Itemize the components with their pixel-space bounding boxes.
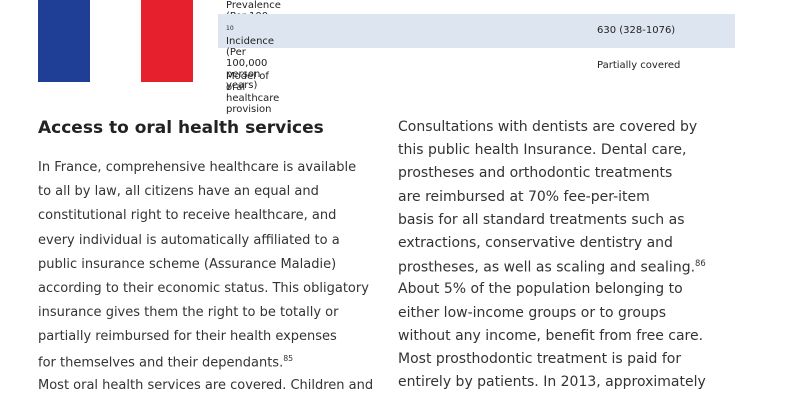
text-line: are reimbursed at 70% fee-per-item bbox=[398, 189, 706, 212]
row-value: 630 (328-1076) bbox=[597, 25, 676, 36]
line-text: insurance gives them the right to be tot… bbox=[38, 305, 339, 321]
line-text: this public health Insurance. Dental car… bbox=[398, 142, 687, 159]
line-text: every individual is automatically affili… bbox=[38, 232, 340, 248]
text-line: every individual is automatically affili… bbox=[38, 233, 373, 257]
line-text: prostheses and orthodontic treatments bbox=[398, 165, 673, 182]
line-text: About 5% of the population belonging to bbox=[398, 281, 683, 298]
left-column: In France, comprehensive healthcare is a… bbox=[38, 160, 373, 402]
flag-red bbox=[141, 0, 194, 82]
text-line: Most prosthodontic treatment is paid for bbox=[398, 351, 706, 374]
text-line: Consultations with dentists are covered … bbox=[398, 119, 706, 142]
text-line: to all by law, all citizens have an equa… bbox=[38, 184, 373, 208]
table-row: Prevalence (Per 100 population)83 (81-85… bbox=[218, 0, 735, 33]
right-column: Consultations with dentists are covered … bbox=[398, 119, 706, 397]
line-text: prostheses, as well as scaling and seali… bbox=[398, 259, 696, 276]
text-line: public insurance scheme (Assurance Malad… bbox=[38, 257, 373, 281]
line-text: for themselves and their dependants. bbox=[38, 354, 284, 370]
footnote: 85 bbox=[283, 353, 294, 363]
table-row: Incidence (Per 100,000 person years) 10 63… bbox=[218, 14, 735, 91]
row-label: Incidence (Per 100,000 person years) 10 bbox=[226, 25, 274, 91]
text-line: entirely by patients. In 2013, approxima… bbox=[398, 374, 706, 397]
text-line: partially reimbursed for their health ex… bbox=[38, 329, 373, 353]
flag-white bbox=[89, 0, 142, 82]
text-line: About 5% of the population belonging to bbox=[398, 281, 706, 304]
line-text: constitutional right to receive healthca… bbox=[38, 208, 337, 224]
footnote: 86 bbox=[695, 258, 706, 269]
line-text: Most oral health services are covered. C… bbox=[38, 377, 374, 393]
flag-blue bbox=[38, 0, 90, 82]
text-line: this public health Insurance. Dental car… bbox=[398, 142, 706, 165]
label-text: Incidence (Per 100,000 person years) bbox=[226, 36, 275, 91]
line-text: entirely by patients. In 2013, approxima… bbox=[398, 374, 706, 391]
text-line: basis for all standard treatments such a… bbox=[398, 212, 706, 235]
table-row: Model of oral healthcare provision Partia… bbox=[218, 49, 735, 115]
text-line: without any income, benefit from free ca… bbox=[398, 328, 706, 351]
line-text: In France, comprehensive healthcare is a… bbox=[38, 160, 357, 175]
text-line: according to their economic status. This… bbox=[38, 281, 373, 305]
line-text: partially reimbursed for their health ex… bbox=[38, 329, 337, 345]
text-line: In France, comprehensive healthcare is a… bbox=[38, 160, 373, 184]
text-line: prostheses, as well as scaling and seali… bbox=[398, 258, 706, 281]
line-text: extractions, conservative dentistry and bbox=[398, 234, 673, 251]
line-text: basis for all standard treatments such a… bbox=[398, 211, 685, 228]
text-line: for themselves and their dependants.85 bbox=[38, 354, 373, 378]
french-flag bbox=[38, 0, 194, 82]
footnote: 10 bbox=[226, 25, 234, 32]
line-text: without any income, benefit from free ca… bbox=[398, 327, 704, 344]
line-text: public insurance scheme (Assurance Malad… bbox=[38, 256, 337, 272]
text-line: extractions, conservative dentistry and bbox=[398, 235, 706, 258]
line-text: Consultations with dentists are covered … bbox=[398, 119, 698, 135]
text-line: Most oral health services are covered. C… bbox=[38, 378, 373, 402]
line-text: to all by law, all citizens have an equa… bbox=[38, 184, 319, 200]
text-line: prostheses and orthodontic treatments bbox=[398, 165, 706, 188]
line-text: are reimbursed at 70% fee-per-item bbox=[398, 188, 650, 205]
line-text: according to their economic status. This… bbox=[38, 280, 369, 296]
line-text: Most prosthodontic treatment is paid for bbox=[398, 350, 682, 367]
section-heading: Access to oral health services bbox=[38, 118, 324, 138]
label-text: Model of oral healthcare provision bbox=[226, 71, 280, 115]
text-line: insurance gives them the right to be tot… bbox=[38, 305, 373, 329]
line-text: either low-income groups or to groups bbox=[398, 304, 667, 321]
text-line: either low-income groups or to groups bbox=[398, 305, 706, 328]
text-line: constitutional right to receive healthca… bbox=[38, 208, 373, 232]
row-value: Partially covered bbox=[597, 60, 681, 71]
